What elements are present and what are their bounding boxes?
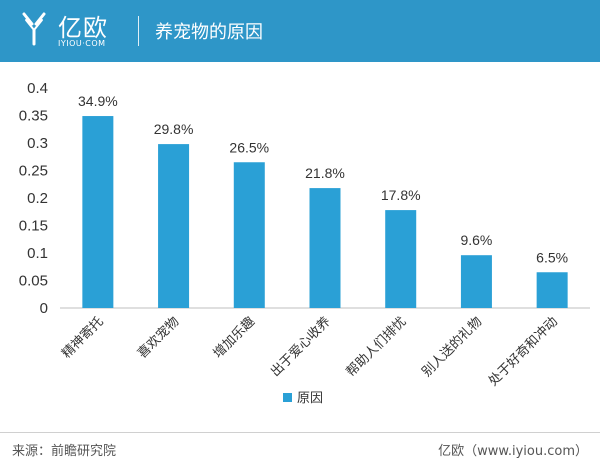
y-tick-label: 0.4	[27, 80, 48, 97]
x-tick-label: 别人送的礼物	[419, 314, 485, 380]
footer-divider	[0, 432, 600, 433]
yiou-logo-icon	[22, 12, 46, 46]
page-title: 养宠物的原因	[155, 22, 263, 43]
y-tick-label: 0	[40, 300, 48, 317]
legend-label: 原因	[297, 391, 323, 406]
y-tick-label: 0.1	[27, 245, 48, 262]
x-tick-label: 帮助人们排忧	[344, 314, 410, 380]
x-tick-label: 出于爱心收养	[267, 314, 333, 380]
logo-url: IYIOU·COM	[58, 39, 106, 48]
bar	[158, 144, 190, 308]
bar	[82, 116, 114, 308]
bar-chart: 0 0.05 0.1 0.15 0.2 0.25 0.3 0.35 0.4 34.9% 精神寄托 29…	[19, 80, 590, 406]
legend-swatch	[283, 393, 292, 402]
header-bar: 亿欧 IYIOU·COM 养宠物的原因	[0, 0, 600, 62]
data-label: 34.9%	[78, 93, 118, 109]
bar	[460, 255, 492, 308]
bar	[536, 272, 568, 308]
y-tick-label: 0.05	[19, 273, 48, 290]
x-tick-label: 处于好奇和冲动	[485, 314, 561, 390]
data-label: 29.8%	[154, 121, 194, 137]
x-tick-label: 精神寄托	[59, 314, 107, 362]
y-tick-label: 0.25	[19, 163, 48, 180]
y-tick-label: 0.35	[19, 108, 48, 125]
bar	[385, 210, 417, 308]
data-label: 21.8%	[305, 165, 345, 181]
data-label: 17.8%	[381, 187, 421, 203]
x-tick-label: 喜欢宠物	[134, 314, 182, 362]
header-divider	[138, 16, 139, 46]
logo-name: 亿欧	[58, 14, 108, 42]
y-tick-label: 0.2	[27, 190, 48, 207]
data-label: 26.5%	[229, 139, 269, 155]
data-label: 6.5%	[536, 249, 568, 265]
footer-source: 来源：前瞻研究院	[12, 444, 117, 459]
footer-site: 亿欧（www.iyiou.com）	[438, 444, 588, 459]
bar	[309, 188, 341, 308]
y-tick-label: 0.15	[19, 218, 48, 235]
data-label: 9.6%	[460, 232, 492, 248]
x-tick-label: 增加乐趣	[211, 314, 258, 361]
y-tick-label: 0.3	[27, 135, 48, 152]
bar	[233, 162, 265, 308]
